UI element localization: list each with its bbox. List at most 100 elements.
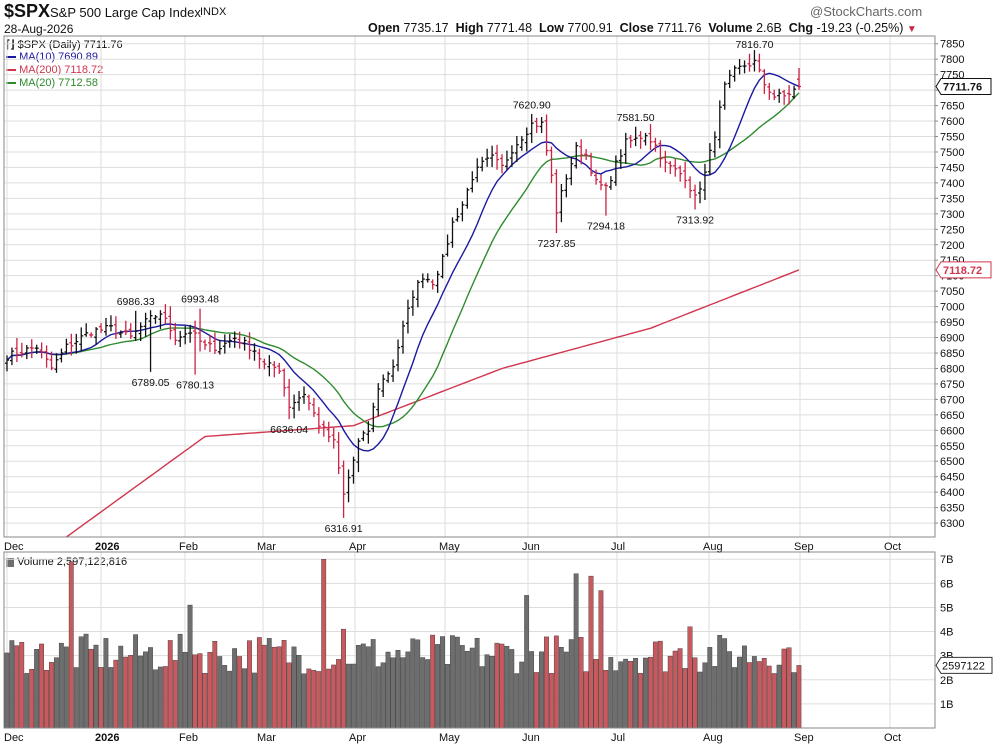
volume-bar (509, 649, 515, 729)
chg-value: -19.23 (-0.25%) (816, 21, 904, 35)
ohlc-bar (351, 456, 356, 484)
ohlc-bar (302, 386, 306, 404)
volume-bar (395, 650, 401, 729)
high-value: 7771.48 (486, 21, 533, 35)
volume-bar (776, 664, 782, 729)
low-label: Low (538, 21, 564, 35)
ohlc-bar (539, 117, 544, 134)
price-tick-label: 7800 (940, 54, 964, 66)
down-triangle-icon: ▼ (906, 24, 917, 35)
volume-bar (326, 668, 332, 729)
ohlc-bar (787, 85, 792, 105)
ohlc-bar (361, 430, 366, 442)
volume-tick-label: 2B (940, 675, 953, 687)
ohlc-bar (693, 184, 698, 210)
volume-bar (445, 664, 450, 729)
price-tick-label: 7500 (940, 147, 964, 159)
volume-bar (73, 667, 79, 729)
volume-bar (672, 650, 678, 729)
volume-bar (341, 628, 346, 729)
ohlc-bar (673, 158, 678, 177)
volume-bar (108, 667, 114, 729)
volume-bar (9, 640, 15, 729)
open-label: Open (368, 21, 400, 35)
ohlc-bar (475, 158, 480, 183)
ohlc-bar (603, 182, 608, 216)
price-tick-label: 6750 (940, 379, 964, 391)
ma200-path (65, 269, 800, 538)
month-label: Mar (257, 541, 276, 553)
volume-bar (415, 639, 421, 729)
brand-logo[interactable]: @StockCharts.com (810, 4, 923, 19)
price-tag-box (935, 261, 992, 279)
price-tag-box (935, 77, 992, 95)
legend-ma10-label: MA(10) 7690.89 (19, 51, 98, 63)
volume-bar (202, 673, 208, 729)
ohlc-bar (465, 187, 470, 209)
volume-bar-icon (6, 557, 14, 567)
month-label: Sep (794, 732, 814, 744)
volume-bar (177, 633, 183, 729)
volume-bar (454, 636, 460, 729)
volume-bar (712, 666, 718, 729)
ohlc-bar (420, 273, 425, 289)
volume-bar (98, 667, 104, 729)
volume-bar (608, 657, 614, 729)
ohlc-bar (797, 68, 801, 90)
month-label: Apr (349, 732, 366, 744)
ohlc-bar (470, 171, 475, 193)
ohlc-bar (589, 152, 594, 177)
ohlc-bar (450, 217, 455, 248)
volume-bar (474, 637, 480, 729)
volume-bar (152, 669, 158, 729)
ohlc-bar (757, 53, 762, 73)
volume-bar (796, 665, 802, 729)
price-axis: 6300 6350 6400 6450 6500 6550 6600 6650 6700 6750… (935, 39, 964, 530)
ohlc-bar (574, 142, 579, 169)
volume-value: 2.6B (756, 21, 782, 35)
volume-bar (430, 634, 435, 729)
volume-bar (539, 651, 544, 729)
volume-bar (306, 668, 312, 729)
month-axis: Dec Dec 2026 2026 Feb Feb Mar Mar Apr Apr May May Ju… (4, 541, 901, 744)
ohlc-bar (247, 332, 252, 360)
price-annotation: 7237.85 (537, 238, 575, 250)
volume-bar (68, 561, 74, 729)
ohlc-bar (178, 330, 183, 347)
price-annotation: 7313.92 (676, 215, 714, 227)
ohlc-bar (346, 469, 351, 503)
legend-price-label: $SPX (Daily) 7711.76 (17, 39, 123, 51)
ohlc-bars (5, 50, 801, 518)
ohlc-bar (663, 150, 668, 173)
month-label: Aug (703, 541, 723, 553)
volume-bar (593, 659, 599, 729)
ma10-swatch-icon (6, 56, 16, 59)
price-tick-label: 7600 (940, 116, 964, 128)
volume-bar (34, 649, 40, 729)
volume-tag-box (935, 656, 993, 674)
price-tick-label: 7200 (940, 240, 964, 252)
ma20-path (6, 92, 800, 428)
volume-bar (351, 663, 356, 729)
ohlc-bar (683, 161, 688, 189)
ohlc-bar (633, 126, 638, 147)
chg-label: Chg (788, 21, 814, 35)
ohlc-bar (183, 325, 188, 345)
volume-bar (167, 640, 173, 729)
volume-bar (687, 626, 693, 729)
last-value-tags: 7711.76 7118.72 2597122 (935, 77, 993, 674)
volume-bar (49, 662, 54, 729)
month-label: Jun (522, 541, 540, 553)
ohlc-bar (569, 156, 574, 186)
volume-bar (568, 639, 574, 729)
ohlc-bar (752, 50, 757, 72)
price-tick-label: 6800 (940, 363, 964, 375)
ohlc-bar (425, 273, 430, 283)
price-tick-label: 6950 (940, 317, 964, 329)
volume-bar (242, 668, 247, 729)
volume-bar (360, 643, 366, 729)
month-label: Apr (349, 541, 366, 553)
volume-bar (296, 655, 302, 729)
volume-bar (583, 671, 589, 729)
